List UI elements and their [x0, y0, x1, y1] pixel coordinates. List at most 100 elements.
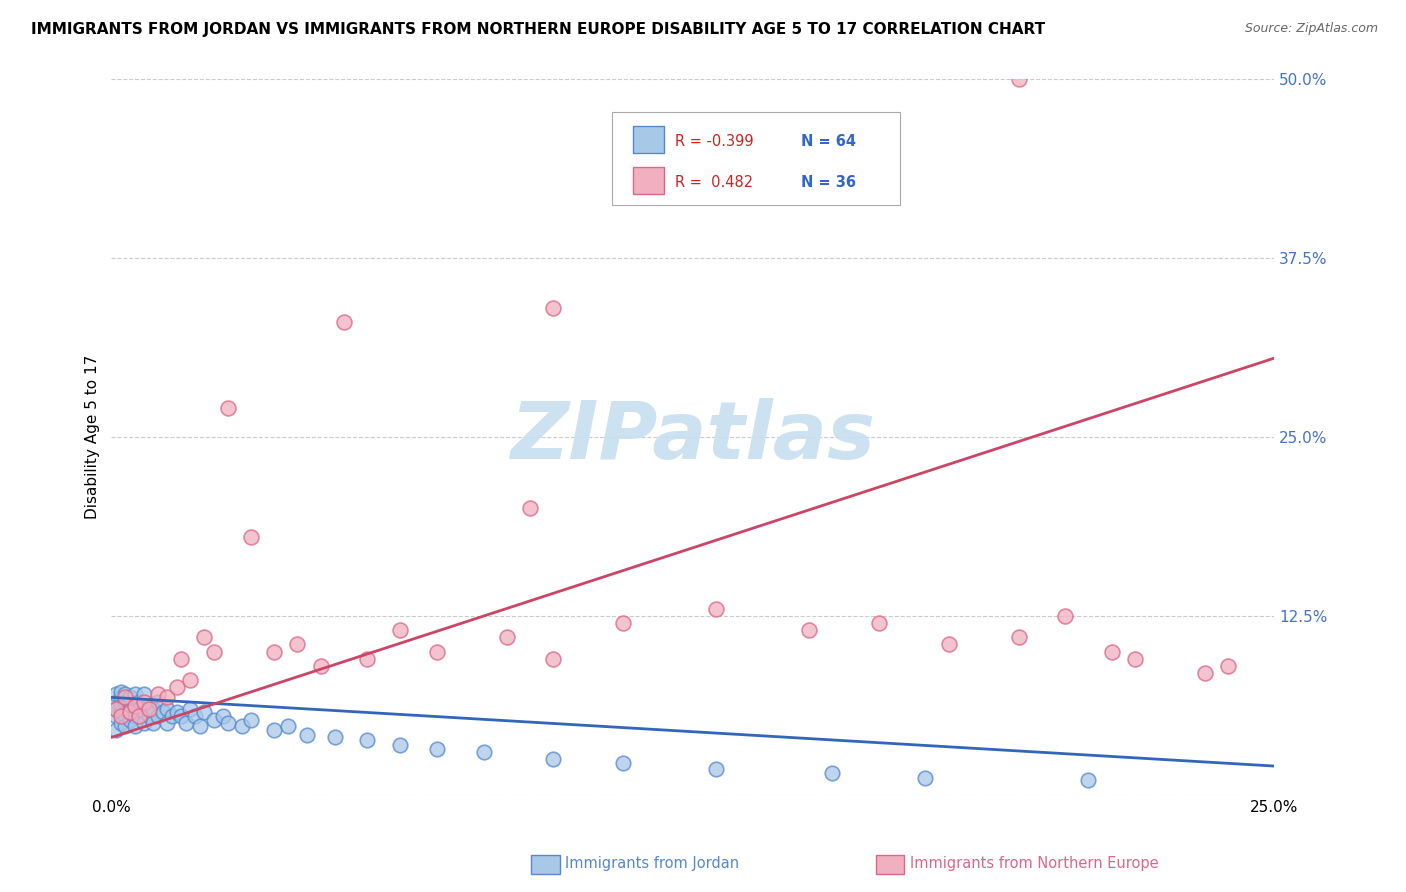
Point: [426, 742, 449, 756]
Point: [132, 688, 155, 702]
Point: [142, 702, 165, 716]
Text: N = 36: N = 36: [801, 175, 856, 190]
Point: [914, 771, 936, 785]
Point: [124, 698, 146, 713]
Point: [118, 702, 141, 716]
Point: [118, 713, 141, 727]
Point: [118, 690, 141, 705]
Point: [704, 601, 727, 615]
Text: Immigrants from Northern Europe: Immigrants from Northern Europe: [910, 856, 1159, 871]
Point: [118, 705, 141, 719]
Point: [323, 731, 346, 745]
Text: N = 64: N = 64: [801, 134, 856, 149]
Point: [110, 690, 132, 705]
Point: [146, 695, 169, 709]
Point: [217, 716, 239, 731]
Point: [263, 644, 285, 658]
Point: [543, 752, 565, 766]
Point: [114, 709, 136, 723]
Point: [160, 709, 183, 723]
Point: [138, 698, 160, 713]
Point: [821, 766, 844, 780]
Point: [426, 644, 449, 658]
Point: [277, 719, 299, 733]
Point: [114, 688, 136, 702]
Point: [356, 733, 378, 747]
Point: [124, 719, 146, 733]
Point: [128, 695, 150, 709]
Point: [146, 709, 169, 723]
Point: [105, 709, 128, 723]
Point: [202, 644, 225, 658]
Point: [156, 716, 179, 731]
Point: [217, 401, 239, 416]
Point: [152, 705, 174, 719]
Point: [114, 719, 136, 733]
Point: [110, 698, 132, 713]
Text: Source: ZipAtlas.com: Source: ZipAtlas.com: [1244, 22, 1378, 36]
Point: [263, 723, 285, 738]
Point: [543, 651, 565, 665]
Point: [193, 630, 215, 644]
Point: [142, 716, 165, 731]
Point: [110, 709, 132, 723]
Point: [118, 705, 141, 719]
Point: [105, 702, 128, 716]
Point: [105, 702, 128, 716]
Point: [1123, 651, 1146, 665]
Point: [132, 705, 155, 719]
Point: [519, 501, 541, 516]
Text: R =  0.482: R = 0.482: [675, 175, 754, 190]
Text: ZIPatlas: ZIPatlas: [510, 398, 876, 475]
Point: [132, 716, 155, 731]
Point: [110, 716, 132, 731]
Point: [388, 623, 411, 637]
Point: [146, 688, 169, 702]
Point: [938, 637, 960, 651]
Point: [128, 709, 150, 723]
Point: [166, 681, 188, 695]
Point: [231, 719, 253, 733]
Point: [174, 716, 197, 731]
Point: [239, 530, 262, 544]
Point: [124, 688, 146, 702]
Point: [128, 709, 150, 723]
Point: [179, 702, 201, 716]
Point: [138, 709, 160, 723]
Point: [543, 301, 565, 315]
Point: [868, 615, 890, 630]
Point: [239, 713, 262, 727]
Text: IMMIGRANTS FROM JORDAN VS IMMIGRANTS FROM NORTHERN EUROPE DISABILITY AGE 5 TO 17: IMMIGRANTS FROM JORDAN VS IMMIGRANTS FRO…: [31, 22, 1045, 37]
Point: [309, 658, 332, 673]
Point: [105, 723, 128, 738]
Point: [202, 713, 225, 727]
Point: [1216, 658, 1239, 673]
Y-axis label: Disability Age 5 to 17: Disability Age 5 to 17: [86, 355, 100, 519]
Point: [188, 719, 211, 733]
Point: [179, 673, 201, 688]
Point: [193, 705, 215, 719]
Point: [1194, 666, 1216, 681]
Point: [184, 709, 207, 723]
Point: [170, 709, 193, 723]
Point: [1101, 644, 1123, 658]
Point: [295, 728, 318, 742]
Point: [166, 705, 188, 719]
Point: [110, 684, 132, 698]
Point: [612, 756, 634, 771]
Point: [1077, 773, 1099, 788]
Point: [105, 695, 128, 709]
Text: Immigrants from Jordan: Immigrants from Jordan: [565, 856, 740, 871]
Point: [704, 762, 727, 776]
Point: [110, 705, 132, 719]
Point: [124, 698, 146, 713]
Text: R = -0.399: R = -0.399: [675, 134, 754, 149]
Point: [356, 651, 378, 665]
Point: [799, 623, 821, 637]
Point: [128, 702, 150, 716]
Point: [212, 709, 235, 723]
Point: [105, 688, 128, 702]
Point: [132, 695, 155, 709]
Point: [495, 630, 517, 644]
Point: [138, 702, 160, 716]
